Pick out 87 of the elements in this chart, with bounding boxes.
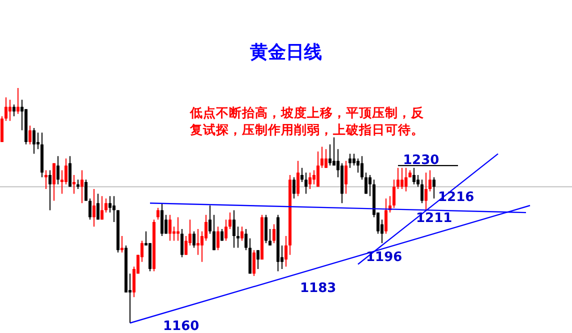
candlestick bbox=[300, 167, 304, 182]
candlestick bbox=[68, 156, 72, 188]
candlestick bbox=[164, 214, 168, 234]
candlestick bbox=[240, 226, 244, 242]
candlestick bbox=[80, 170, 84, 204]
candlestick bbox=[36, 132, 40, 150]
candlestick bbox=[184, 236, 188, 256]
candlestick bbox=[72, 174, 76, 194]
candlestick bbox=[208, 205, 212, 234]
candlestick bbox=[84, 179, 88, 202]
candlestick bbox=[216, 226, 220, 251]
candlestick bbox=[308, 172, 312, 190]
candlestick bbox=[224, 219, 228, 242]
annotation: 1211 bbox=[416, 211, 452, 226]
candlestick bbox=[156, 207, 160, 220]
candlestick bbox=[268, 228, 272, 246]
candlestick bbox=[324, 148, 328, 168]
candlestick bbox=[424, 172, 428, 211]
candlestick bbox=[356, 158, 360, 174]
candlestick bbox=[416, 174, 420, 188]
annotation: 低点不断抬高，坡度上移，平顶压制，反复试探，压制作用削弱，上破指日可待。 bbox=[189, 105, 425, 137]
candlestick bbox=[272, 224, 276, 244]
annotation: 1183 bbox=[300, 281, 336, 296]
candlestick bbox=[16, 88, 20, 114]
candlestick bbox=[32, 127, 36, 154]
candlestick bbox=[236, 226, 240, 248]
candlestick bbox=[56, 156, 60, 185]
candlestick bbox=[96, 193, 100, 220]
candlestick bbox=[204, 214, 208, 242]
candlestick bbox=[88, 198, 92, 220]
chart-title: 黄金日线 bbox=[249, 42, 322, 63]
candlestick bbox=[400, 167, 404, 190]
candlestick bbox=[92, 188, 96, 228]
candlestick bbox=[296, 160, 300, 197]
candlestick bbox=[332, 136, 336, 166]
candlestick bbox=[312, 170, 316, 185]
candlestick bbox=[44, 170, 48, 190]
candlestick bbox=[348, 153, 352, 168]
candlestick bbox=[160, 202, 164, 237]
candlestick bbox=[48, 170, 52, 211]
candlestick bbox=[52, 162, 56, 202]
candlestick bbox=[104, 198, 108, 214]
candlestick bbox=[100, 196, 104, 220]
candlestick bbox=[364, 172, 368, 194]
annotation: 1160 bbox=[163, 319, 200, 333]
candlestick bbox=[60, 170, 64, 194]
candlestick bbox=[168, 214, 172, 242]
candlestick bbox=[352, 153, 356, 166]
candlestick bbox=[8, 99, 12, 122]
candlestick bbox=[244, 228, 248, 251]
candlestick bbox=[180, 228, 184, 258]
candlestick bbox=[228, 212, 232, 230]
candlestick bbox=[252, 250, 256, 276]
candlestick bbox=[0, 116, 4, 143]
candlestick bbox=[212, 214, 216, 251]
candlestick bbox=[112, 196, 116, 222]
candlestick bbox=[292, 176, 296, 199]
candlestick bbox=[396, 167, 400, 190]
candlestick bbox=[420, 179, 424, 204]
candlestick bbox=[316, 150, 320, 188]
candlestick bbox=[108, 196, 112, 214]
candlestick bbox=[360, 156, 364, 180]
candlestick bbox=[220, 228, 224, 242]
candlestick bbox=[412, 167, 416, 185]
candlestick bbox=[384, 198, 388, 234]
candlestick bbox=[428, 170, 432, 192]
candlestick bbox=[344, 160, 348, 194]
candlestick bbox=[368, 174, 372, 197]
candlestick bbox=[192, 230, 196, 248]
candlestick bbox=[64, 158, 68, 185]
candlestick bbox=[328, 144, 332, 166]
candlestick bbox=[196, 228, 200, 256]
candlestick bbox=[432, 176, 436, 199]
candlestick bbox=[284, 236, 288, 268]
candlestick bbox=[264, 214, 268, 244]
annotation: 1196 bbox=[366, 250, 402, 265]
candlestick bbox=[12, 104, 16, 117]
candlestick bbox=[256, 250, 260, 270]
annotation: 1230 bbox=[403, 153, 440, 168]
candlestick bbox=[392, 179, 396, 208]
candlestick bbox=[232, 210, 236, 248]
candlestick bbox=[320, 146, 324, 168]
candlestick bbox=[304, 172, 308, 194]
candlestick bbox=[4, 96, 8, 122]
candlestick bbox=[28, 125, 32, 145]
annotation: 1216 bbox=[438, 190, 474, 205]
candlestick bbox=[404, 167, 408, 192]
